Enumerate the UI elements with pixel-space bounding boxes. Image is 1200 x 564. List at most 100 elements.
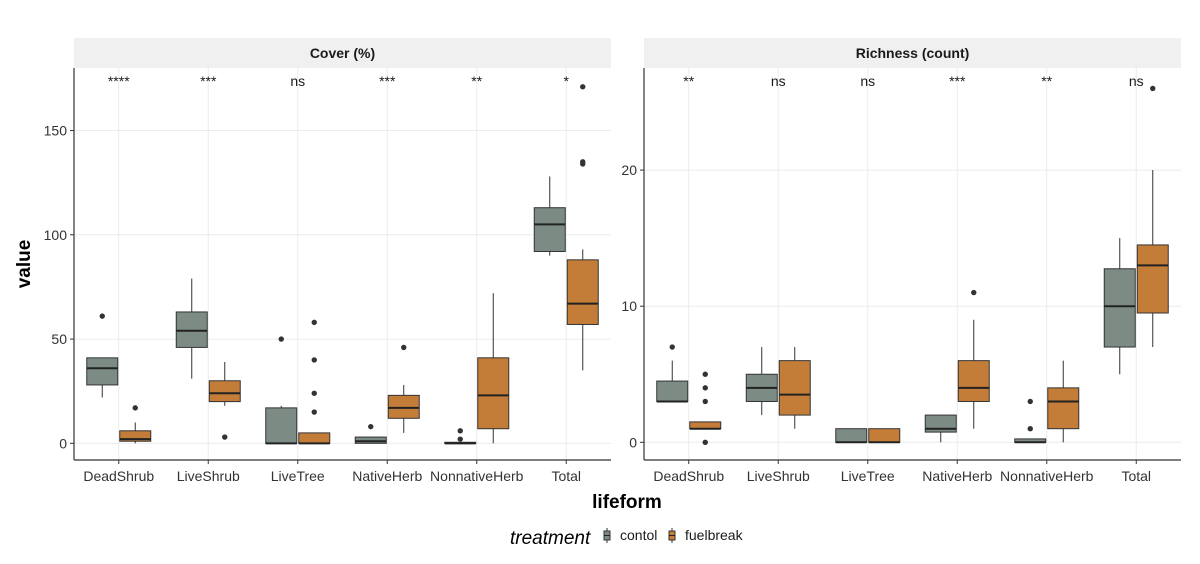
outlier-point <box>311 357 317 363</box>
box-contol-NativeHerb <box>924 414 957 443</box>
outlier-point <box>278 336 284 342</box>
y-tick-label: 10 <box>621 298 637 314</box>
outlier-point <box>1027 425 1033 432</box>
significance-label: ns <box>860 73 875 89</box>
panel-title: Richness (count) <box>856 45 970 61</box>
box-contol-LiveShrub <box>175 278 208 379</box>
outlier-point <box>1027 398 1033 405</box>
box-fuelbreak-DeadShrub <box>119 405 152 444</box>
x-tick-label: Total <box>551 468 581 484</box>
outlier-point <box>222 434 228 440</box>
box-fuelbreak-LiveTree <box>868 428 901 444</box>
x-tick-label: Total <box>1121 468 1151 484</box>
outlier-point <box>457 428 463 434</box>
outlier-point <box>311 409 317 415</box>
box-rect <box>477 357 510 430</box>
outlier-point <box>669 344 675 350</box>
box-rect <box>387 394 420 419</box>
outlier-point <box>401 344 407 351</box>
y-axis-title: value <box>14 240 35 289</box>
significance-label: * <box>564 73 570 89</box>
legend-title: treatment <box>510 528 591 549</box>
outlier-point <box>580 159 586 165</box>
box-rect <box>533 207 566 252</box>
box-rect <box>778 360 811 416</box>
x-tick-label: NativeHerb <box>922 468 992 484</box>
box-fuelbreak-NativeHerb <box>387 344 420 433</box>
x-tick-label: LiveShrub <box>747 468 810 484</box>
box-contol-LiveShrub <box>745 347 778 416</box>
significance-label: *** <box>200 73 217 89</box>
legend-entry-label: fuelbreak <box>685 527 744 543</box>
box-rect <box>868 428 901 443</box>
box-rect <box>1103 268 1136 348</box>
box-rect <box>957 360 990 402</box>
outlier-point <box>702 385 708 391</box>
significance-label: ns <box>290 73 305 89</box>
box-fuelbreak-DeadShrub <box>689 371 722 446</box>
legend-key-fuelbreak: fuelbreak <box>668 527 744 543</box>
significance-label: ** <box>683 73 694 89</box>
box-contol-Total <box>1103 238 1136 375</box>
significance-label: ns <box>1129 73 1144 89</box>
panel-1: Richness (count) 0 10 20 DeadShrub LiveShrub L… <box>621 38 1181 484</box>
significance-label: *** <box>379 73 396 89</box>
box-rect <box>208 380 241 403</box>
significance-label: *** <box>949 73 966 89</box>
x-tick-label: DeadShrub <box>83 468 154 484</box>
legend-entry-label: contol <box>620 527 657 543</box>
x-tick-label: NonnativeHerb <box>1000 468 1094 484</box>
box-fuelbreak-Total <box>566 84 599 371</box>
gridlines <box>644 68 1181 460</box>
box-rect <box>1136 244 1169 314</box>
outlier-point <box>99 313 105 319</box>
y-tick-label: 100 <box>44 227 68 243</box>
y-tick-label: 150 <box>44 123 68 139</box>
outlier-point <box>311 319 317 326</box>
box-rect <box>656 380 689 402</box>
box-contol-LiveTree <box>835 428 868 444</box>
box-rect <box>175 311 208 348</box>
significance-label: ns <box>771 73 786 89</box>
x-tick-label: LiveTree <box>271 468 325 484</box>
significance-label: ** <box>471 73 482 89</box>
legend: treatment contol fuelbreak <box>510 527 744 549</box>
outlier-point <box>1150 85 1156 92</box>
outlier-point <box>457 436 463 442</box>
box-contol-NonnativeHerb <box>1014 398 1047 444</box>
outlier-point <box>368 423 374 430</box>
box-fuelbreak-NonnativeHerb <box>1047 360 1080 443</box>
box-contol-LiveTree <box>265 336 298 445</box>
box-rect <box>566 259 599 325</box>
box-contol-Total <box>533 176 566 256</box>
panel-0: Cover (%) 0 50 100 150 DeadShrub LiveShrub Live… <box>44 38 611 484</box>
x-tick-label: LiveTree <box>841 468 895 484</box>
box-fuelbreak-LiveTree <box>298 319 331 445</box>
gridlines <box>74 68 611 460</box>
box-rect <box>86 357 119 386</box>
box-fuelbreak-LiveShrub <box>778 347 811 429</box>
box-rect <box>689 421 722 430</box>
y-tick-label: 0 <box>59 435 67 451</box>
box-contol-NonnativeHerb <box>444 428 477 445</box>
y-tick-label: 50 <box>51 331 67 347</box>
box-rect <box>1047 387 1080 430</box>
x-tick-label: NonnativeHerb <box>430 468 524 484</box>
outlier-point <box>702 398 708 405</box>
outlier-point <box>311 390 317 396</box>
box-contol-DeadShrub <box>656 344 689 403</box>
box-rect <box>119 430 152 442</box>
x-tick-label: LiveShrub <box>177 468 240 484</box>
box-rect <box>298 432 331 444</box>
y-tick-label: 0 <box>629 434 637 450</box>
panel-strip <box>74 38 611 68</box>
outlier-point <box>971 289 977 296</box>
significance-label: **** <box>108 73 130 89</box>
box-rect <box>354 436 387 444</box>
panel-title: Cover (%) <box>310 45 375 61</box>
x-tick-label: DeadShrub <box>653 468 724 484</box>
box-fuelbreak-Total <box>1136 85 1169 348</box>
outlier-point <box>132 405 138 411</box>
